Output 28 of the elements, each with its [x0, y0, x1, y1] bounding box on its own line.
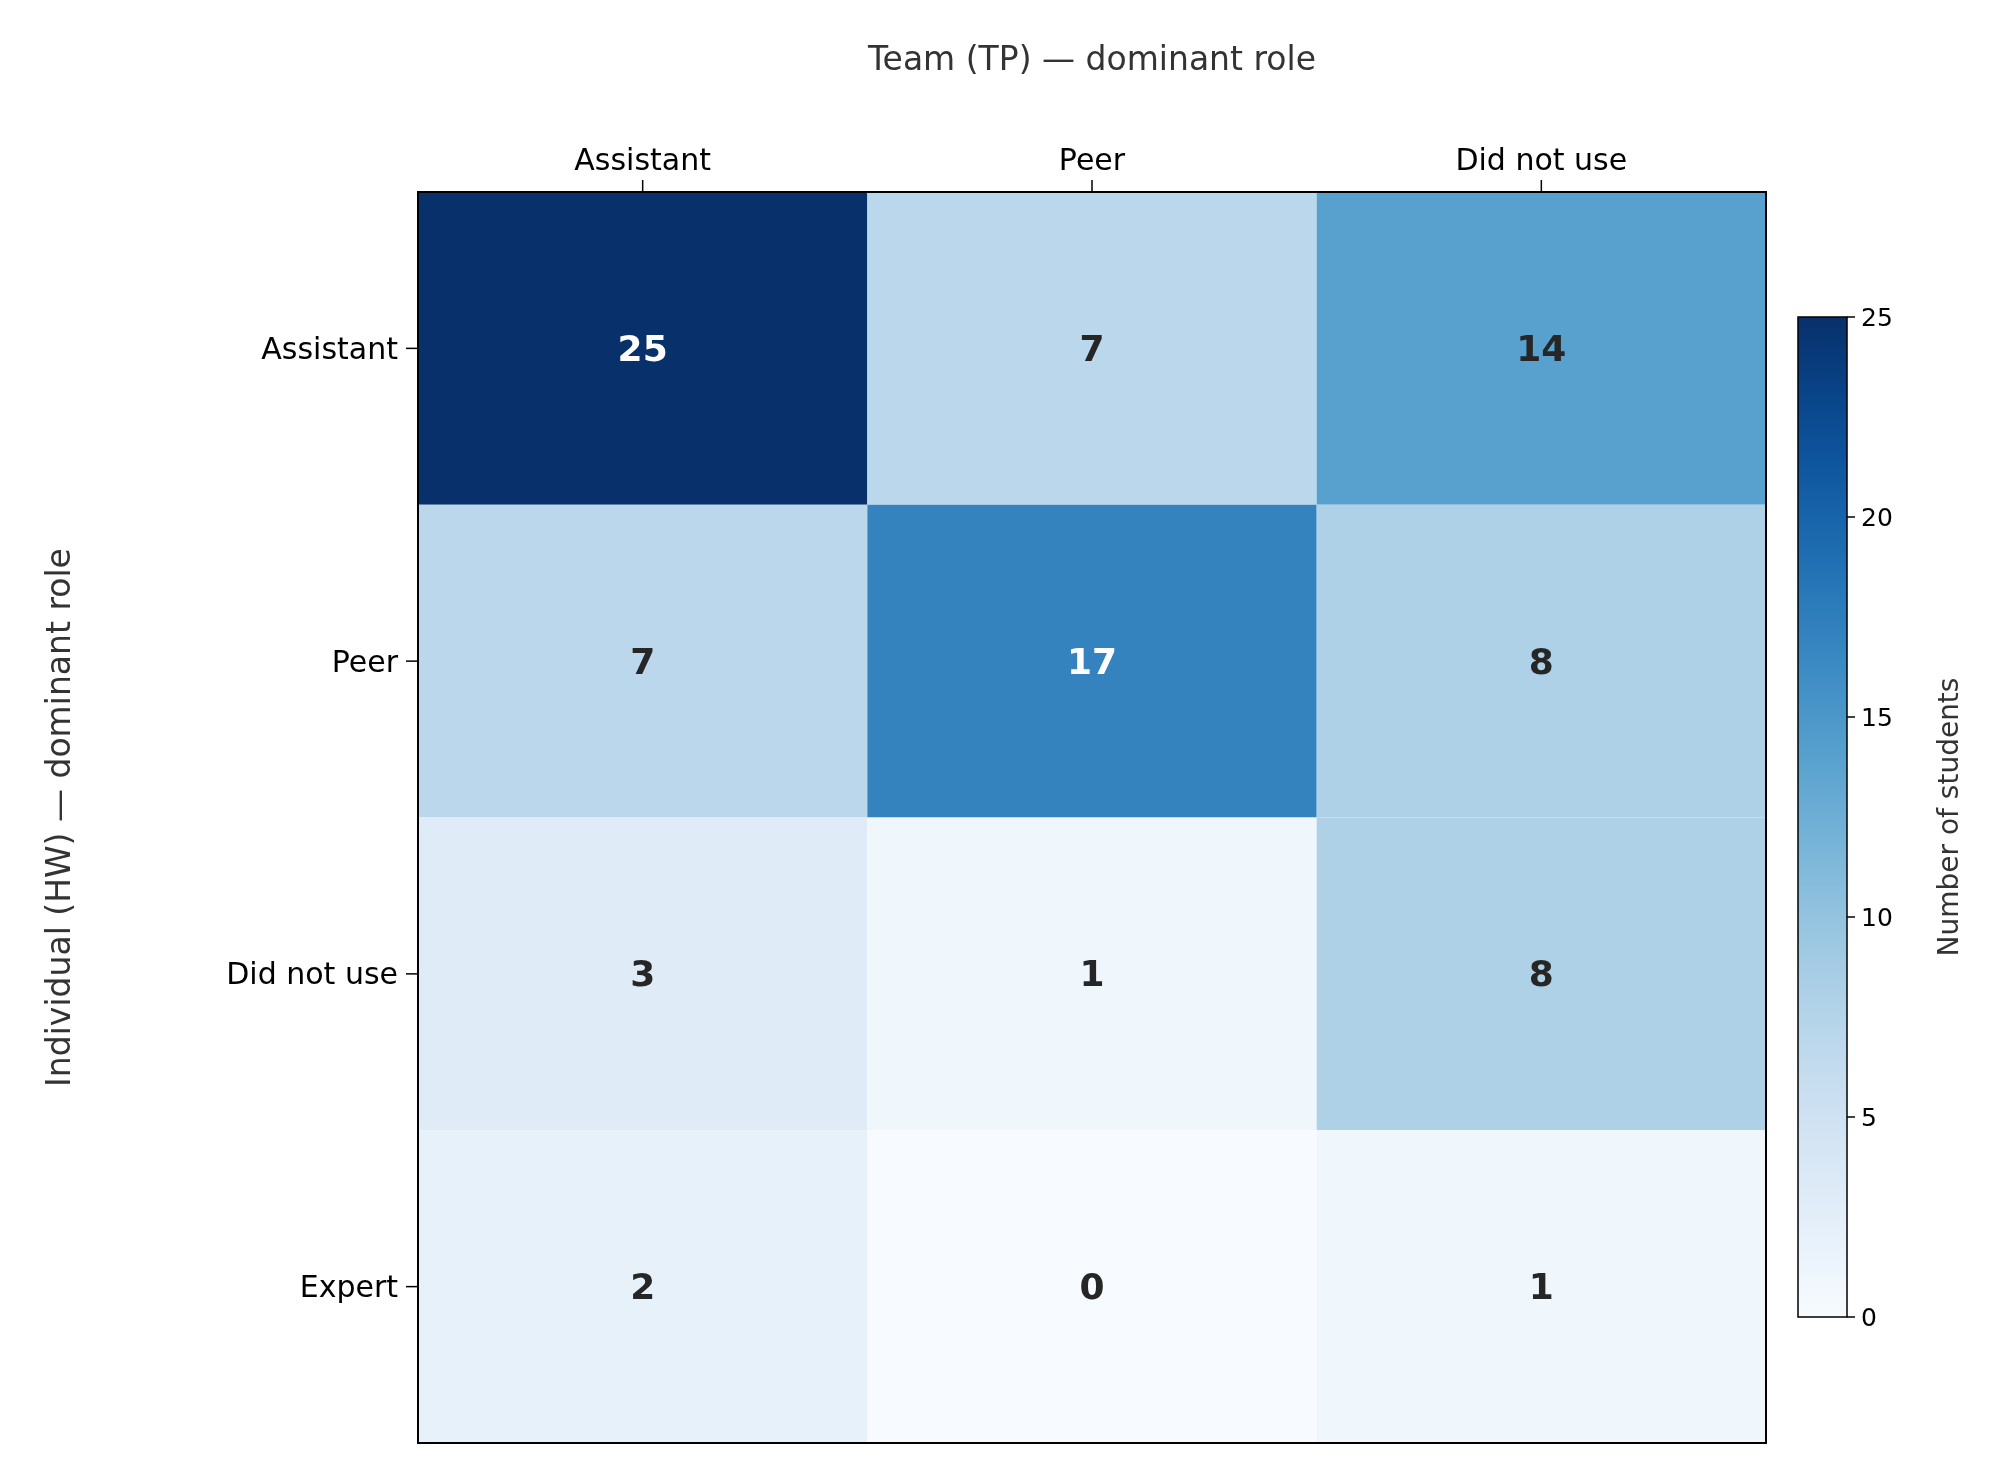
color-bar-label: 20: [1861, 502, 1893, 532]
color-bar-label: 5: [1861, 1102, 1877, 1132]
color-bar-label: 15: [1861, 702, 1893, 732]
data-label: 7: [1079, 327, 1105, 369]
data-label: 25: [617, 327, 668, 369]
data-label: 1: [1079, 953, 1105, 995]
color-bar-label: 0: [1861, 1302, 1877, 1332]
color-bar-title: Number of students: [1932, 677, 1965, 957]
data-label: 8: [1528, 953, 1554, 995]
data-label: 2: [630, 1266, 656, 1308]
color-bar-label: 25: [1861, 302, 1893, 332]
x-tick-label: Peer: [1058, 142, 1126, 177]
color-bar-label: 10: [1861, 902, 1893, 932]
data-label: 3: [630, 953, 656, 995]
data-label: 8: [1528, 640, 1554, 682]
x-axis-title: Team (TP) — dominant role: [867, 39, 1316, 78]
x-tick-label: Did not use: [1455, 142, 1628, 177]
y-tick-label: Expert: [299, 1269, 399, 1305]
y-tick-label: Did not use: [226, 956, 398, 992]
y-axis-title: Individual (HW) — dominant role: [39, 548, 78, 1087]
y-tick-label: Peer: [331, 643, 399, 679]
data-label: 1: [1528, 1266, 1554, 1308]
data-label: 14: [1516, 327, 1567, 369]
data-label: 17: [1066, 640, 1118, 682]
x-tick-label: Assistant: [574, 142, 712, 177]
data-label: 7: [630, 640, 656, 682]
data-label: 0: [1079, 1266, 1105, 1308]
y-tick-label: Assistant: [261, 330, 399, 366]
